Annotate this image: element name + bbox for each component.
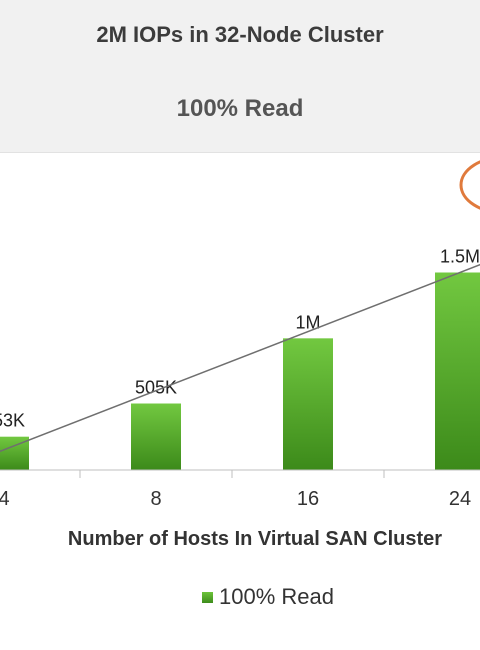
chart-subtitle: 100% Read [176,95,304,122]
bar-8 [131,403,181,470]
legend-swatch [202,591,213,603]
chart-title: 2M IOPs in 32-Node Cluster [96,22,384,47]
x-tick-label: 16 [297,488,319,510]
legend-label: 100% Read [219,584,334,609]
trendline [0,263,480,453]
bar-16 [283,338,333,470]
bar-value-label: 253K [0,411,25,431]
chart-header: 2M IOPs in 32-Node Cluster 100% Read [0,0,480,153]
highlight-circle [459,160,480,210]
x-axis-title: Number of Hosts In Virtual SAN Cluster [68,528,442,550]
bar-24 [435,272,480,470]
x-tick-label: 4 [0,488,10,510]
x-tick-label: 24 [449,488,471,510]
bar-value-label: 1M [295,312,320,332]
bar-value-label: 1.5M [440,247,480,267]
x-tick-label: 8 [150,488,161,510]
legend: 100% Read [0,584,480,610]
bar-value-label: 505K [135,378,177,398]
